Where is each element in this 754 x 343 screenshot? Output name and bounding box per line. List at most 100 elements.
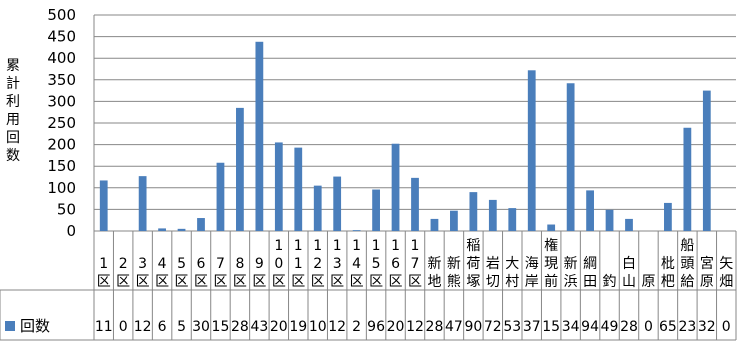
data-label: 32 bbox=[698, 319, 716, 335]
bar bbox=[625, 218, 633, 231]
bar bbox=[411, 177, 419, 231]
data-label: 43 bbox=[250, 319, 268, 335]
x-tick-label: 権現前 bbox=[544, 237, 558, 290]
data-table: 1 区2 区3 区4 区5 区6 区7 区8 区9 区 1 0 区 1 1 区 1 2 区 1 3 区 1 4 区 1 5 区 1 6 区 1… bbox=[0, 231, 737, 341]
x-tick-label: 新浜 bbox=[564, 256, 578, 290]
bar bbox=[197, 218, 205, 231]
y-tick-label: 300 bbox=[47, 92, 76, 110]
bar bbox=[430, 218, 439, 231]
data-label: 65 bbox=[659, 319, 677, 335]
y-tick-label: 200 bbox=[47, 136, 76, 154]
y-tick-label: 100 bbox=[47, 179, 76, 197]
y-tick-label: 0 bbox=[66, 222, 76, 240]
data-label: 12 bbox=[328, 319, 346, 335]
data-label: 2 bbox=[352, 319, 361, 335]
bar bbox=[605, 209, 614, 231]
bar bbox=[216, 162, 225, 231]
data-label: 19 bbox=[289, 319, 307, 335]
bar bbox=[566, 83, 575, 231]
legend-label: 回数 bbox=[20, 317, 50, 335]
bar bbox=[236, 107, 244, 231]
data-label: 12 bbox=[406, 319, 424, 335]
bar bbox=[586, 190, 594, 231]
data-label: 10 bbox=[309, 319, 327, 335]
bar bbox=[702, 90, 711, 231]
bar bbox=[138, 176, 147, 231]
bar bbox=[313, 185, 322, 231]
bars bbox=[99, 41, 711, 232]
data-label: 94 bbox=[581, 319, 599, 335]
data-label: 0 bbox=[119, 319, 128, 335]
data-label: 20 bbox=[387, 319, 405, 335]
bar bbox=[255, 41, 264, 232]
data-label: 96 bbox=[367, 319, 385, 335]
data-label: 11 bbox=[95, 319, 113, 335]
y-axis-label: 累計利用回数 bbox=[6, 58, 20, 164]
x-tick-label: 枇杷 bbox=[661, 256, 675, 290]
bar bbox=[527, 70, 536, 232]
data-label: 90 bbox=[464, 319, 482, 335]
bar bbox=[508, 208, 517, 231]
data-label: 28 bbox=[426, 319, 444, 335]
y-tick-label: 400 bbox=[47, 49, 76, 67]
y-axis-ticks: 0 50 100 150 200 250 300 350 400 450 500 bbox=[47, 6, 76, 240]
data-label: 49 bbox=[601, 319, 619, 335]
bar bbox=[391, 143, 400, 231]
bar bbox=[488, 199, 497, 231]
bar bbox=[158, 228, 166, 231]
bar bbox=[450, 210, 458, 231]
x-tick-label: 矢畑 bbox=[719, 256, 733, 290]
y-tick-label: 350 bbox=[47, 71, 76, 89]
gridlines bbox=[93, 14, 736, 340]
bar bbox=[274, 142, 283, 231]
bar bbox=[664, 202, 672, 231]
data-label: 15 bbox=[212, 319, 230, 335]
data-label: 34 bbox=[562, 319, 580, 335]
data-label: 37 bbox=[523, 319, 541, 335]
y-tick-label: 450 bbox=[47, 28, 76, 46]
y-axis-label-text: 累計利用回数 bbox=[6, 58, 20, 164]
data-label: 30 bbox=[192, 319, 210, 335]
x-tick-label: 稲荷塚 bbox=[466, 238, 480, 290]
data-label: 12 bbox=[134, 319, 152, 335]
bar bbox=[469, 192, 478, 231]
x-tick-label: 白山 bbox=[622, 256, 636, 290]
y-tick-label: 150 bbox=[47, 157, 76, 175]
data-label: 0 bbox=[722, 319, 731, 335]
y-tick-label: 500 bbox=[47, 6, 76, 24]
y-tick-label: 250 bbox=[47, 114, 76, 132]
x-tick-label: 原 bbox=[641, 274, 655, 290]
bar bbox=[99, 180, 108, 231]
data-label: 28 bbox=[231, 319, 249, 335]
x-tick-label: 新熊 bbox=[447, 256, 461, 290]
y-tick-label: 50 bbox=[57, 200, 76, 218]
bar bbox=[177, 228, 186, 231]
x-tick-label: 海岸 bbox=[525, 256, 539, 290]
data-label: 28 bbox=[620, 319, 638, 335]
data-label: 47 bbox=[445, 319, 463, 335]
x-tick-label: 綱田 bbox=[583, 256, 597, 290]
legend-swatch bbox=[5, 321, 15, 331]
bar bbox=[352, 230, 361, 231]
data-label: 20 bbox=[270, 319, 288, 335]
x-tick-label: 船頭給 bbox=[680, 238, 694, 290]
bar bbox=[683, 127, 692, 231]
data-label: 53 bbox=[503, 319, 521, 335]
